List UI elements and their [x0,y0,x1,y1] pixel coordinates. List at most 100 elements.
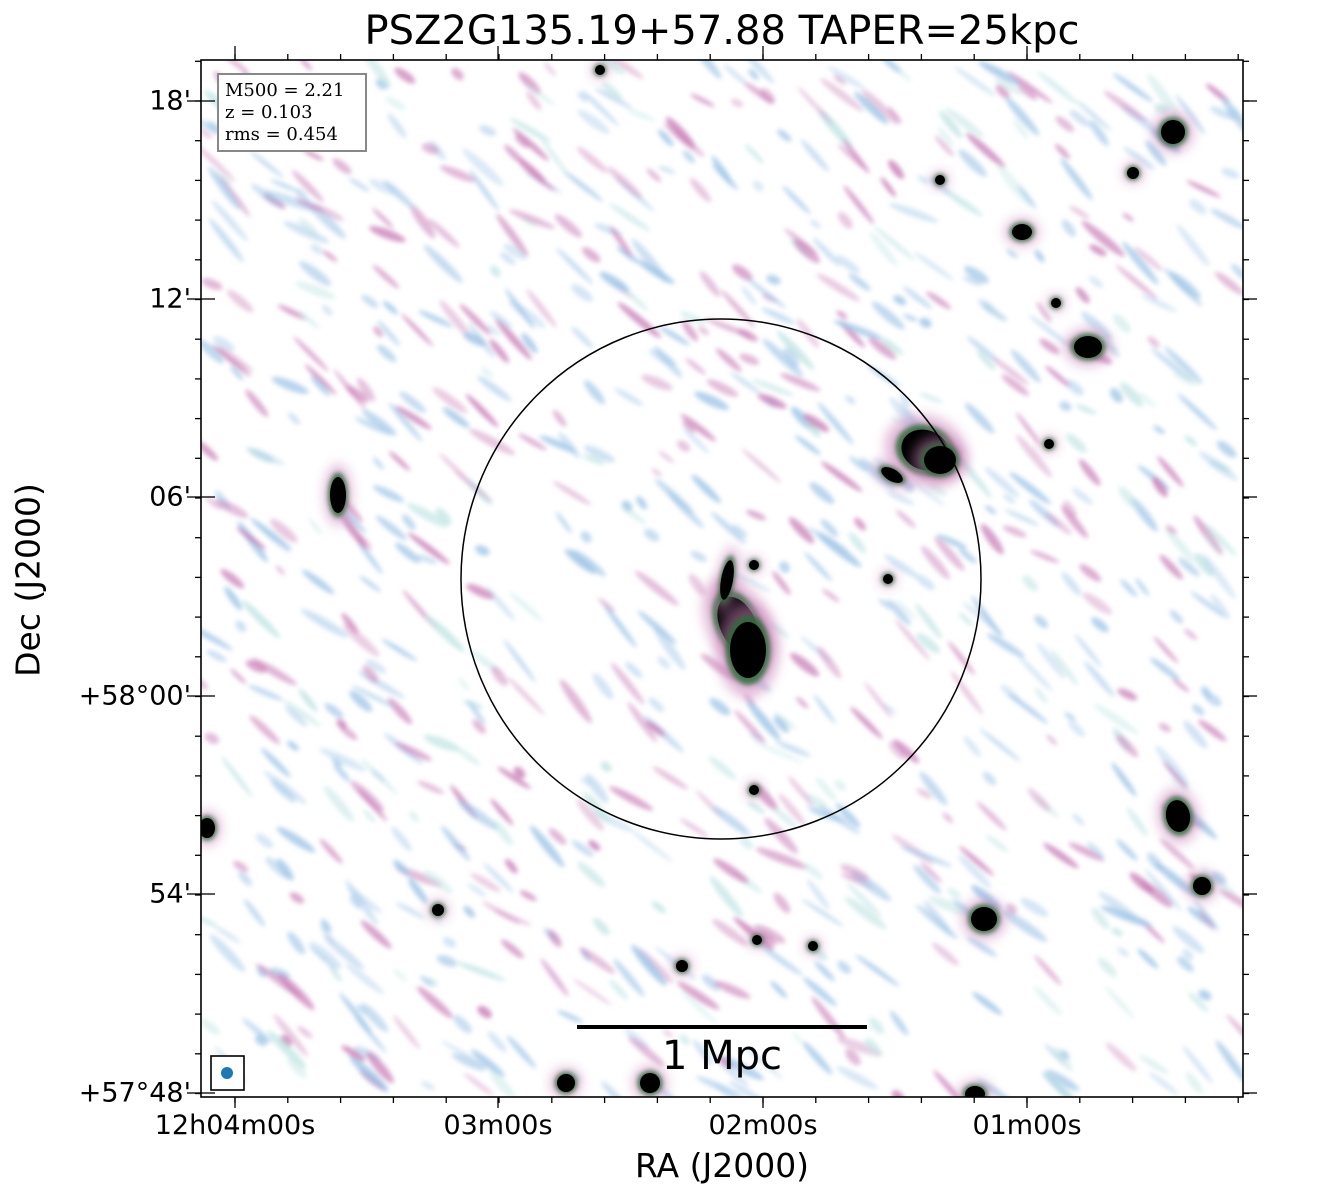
noise-streak [703,1041,716,1058]
noise-streak [1133,246,1163,272]
noise-streak [1198,719,1227,742]
noise-streak [1008,693,1049,724]
noise-streak [308,517,323,536]
noise-streak [752,379,794,397]
noise-streak [1010,349,1041,383]
noise-streak [959,846,994,876]
noise-streak [1013,118,1029,139]
noise-streak [1115,264,1158,300]
noise-streak [868,337,897,360]
noise-streak [457,799,498,830]
noise-streak [1105,986,1135,1019]
noise-streak [834,779,846,791]
noise-streak [1046,734,1058,746]
noise-streak [681,320,699,342]
noise-streak [620,505,647,525]
radio-source [676,960,688,972]
noise-streak [958,149,987,177]
noise-streak [1221,168,1240,179]
noise-streak [492,819,514,846]
noise-streak [1111,928,1123,937]
noise-streak [1007,71,1053,104]
noise-streak [899,392,911,407]
noise-streak [1034,615,1049,629]
noise-streak [902,286,933,310]
noise-streak [1148,1072,1179,1095]
noise-streak [787,775,814,806]
radio-source [201,818,215,838]
x-tick-label: 02m00s [708,1110,818,1141]
noise-streak [471,1049,505,1077]
noise-streak [394,542,421,564]
noise-streak [1046,1069,1080,1092]
noise-streak [889,1010,909,1036]
noise-streak [1200,686,1212,699]
noise-streak [739,353,760,365]
noise-streak [349,690,373,712]
noise-streak [628,1036,665,1067]
noise-streak [298,60,312,71]
noise-streak [349,895,362,909]
noise-streak [1004,509,1040,526]
noise-streak [1216,440,1237,458]
noise-streak [285,705,308,727]
noise-streak [651,468,662,477]
noise-streak [1020,898,1049,917]
noise-streak [979,728,1021,762]
noise-streak [406,503,448,528]
noise-streak [609,979,629,1000]
noise-streak [884,554,919,578]
y-tick-label: 12' [149,283,191,315]
noise-streak [597,597,616,613]
noise-streak [1065,379,1084,396]
noise-streak [962,275,983,286]
noise-streak [1144,868,1182,912]
noise-streak [420,975,433,987]
noise-streak [381,638,418,662]
noise-streak [1175,94,1206,135]
noise-streak [577,109,610,134]
noise-streak [310,375,330,397]
noise-streak [241,1018,273,1044]
noise-streak [308,945,338,971]
noise-streak [854,91,889,125]
noise-streak [666,491,704,529]
noise-streak [850,706,883,739]
noise-streaks [201,60,1243,1097]
noise-streak [746,700,781,741]
noise-streak [345,385,369,403]
noise-streak [208,218,244,263]
noise-streak [496,213,529,257]
noise-streak [230,365,244,381]
noise-streak [368,179,398,195]
noise-streak [976,350,996,371]
noise-streak [741,448,781,483]
noise-streak [1079,564,1102,582]
noise-streak [1193,898,1220,932]
noise-streak [224,586,243,611]
noise-streak [716,1055,733,1068]
noise-streak [500,939,524,959]
noise-streak [458,677,470,692]
noise-streak [637,260,675,284]
noise-streak [1015,412,1042,446]
noise-streak [1184,435,1198,447]
radio-source [752,935,762,945]
noise-streak [283,221,330,244]
noise-streak [680,414,716,442]
noise-streak [526,91,542,111]
noise-streak [1088,276,1104,288]
noise-streak [588,840,601,851]
noise-streak [376,344,397,363]
noise-streak [1045,365,1070,387]
radio-source [1074,336,1102,358]
noise-streak [451,67,464,81]
noise-streak [594,87,633,109]
noise-streak [270,518,298,543]
noise-streak [491,666,508,686]
noise-streak [584,380,605,405]
noise-streak [1064,712,1076,721]
noise-streak [556,247,594,285]
noise-streak [417,780,445,794]
r500-circle [460,318,982,840]
